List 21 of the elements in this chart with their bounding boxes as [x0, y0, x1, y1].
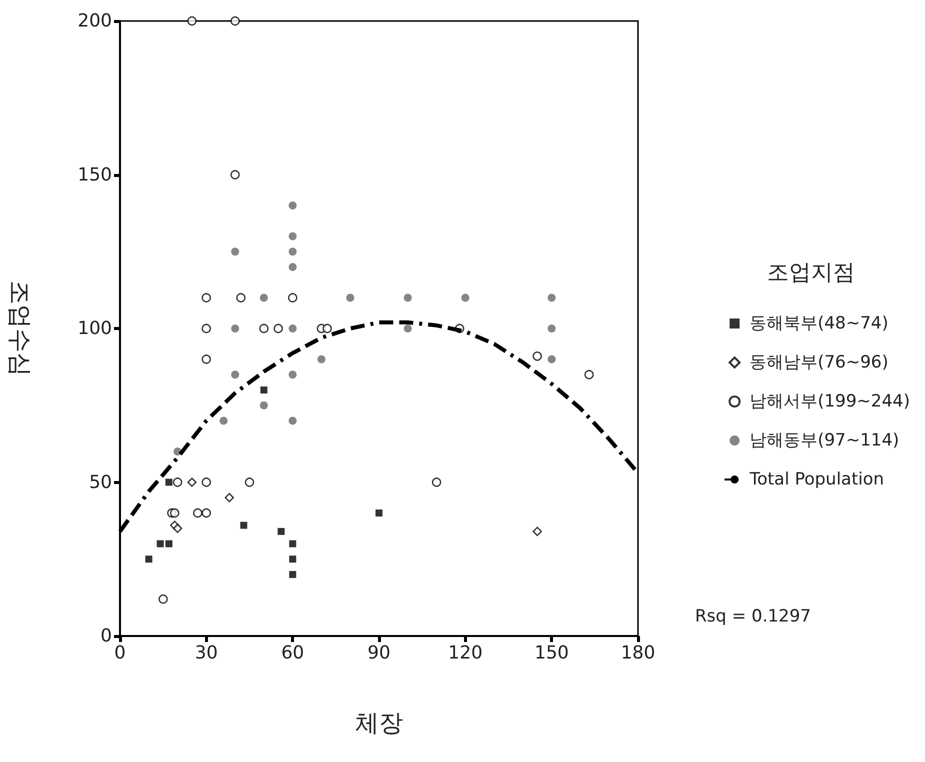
y-tick-label: 100 [78, 318, 112, 339]
legend-label: 남해서부(199~244) [750, 392, 910, 412]
y-tick-label: 0 [100, 626, 112, 646]
text: Rsq = 0.1297 [695, 606, 811, 626]
x-tick-label: 90 [368, 642, 390, 664]
x-tick-label: 60 [281, 642, 304, 664]
legend-label: 남해동부(97~114) [750, 430, 900, 450]
y-tick-label: 200 [78, 10, 112, 32]
x-tick-label: 150 [534, 642, 569, 664]
x-tick-label: 30 [194, 642, 218, 664]
legend-title: 조업지점 [767, 260, 855, 286]
x-tick-label: 180 [620, 642, 656, 664]
x-tick-label: 120 [448, 642, 483, 664]
legend-label: 동해남부(76~96) [750, 352, 888, 372]
y-axis-title: 조업수심 [6, 280, 34, 376]
x-axis-title: 체장 [355, 709, 403, 737]
y-tick-label: 50 [89, 472, 112, 493]
legend-label: Total Population [748, 470, 884, 490]
y-tick-label: 150 [78, 164, 112, 186]
legend-label: 동해북부(48~74) [750, 314, 888, 334]
x-tick-label: 0 [114, 642, 126, 664]
